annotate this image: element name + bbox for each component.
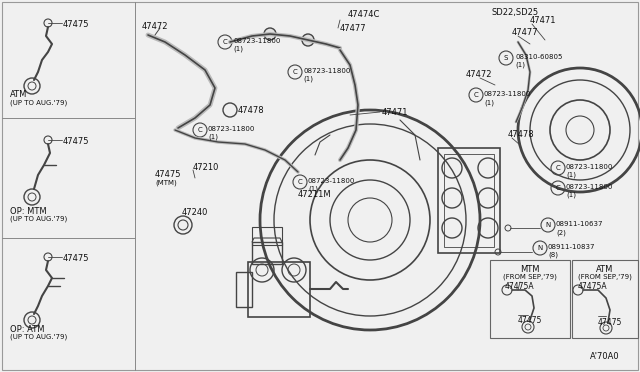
Circle shape: [264, 28, 276, 40]
Text: 08911-10637: 08911-10637: [556, 221, 604, 227]
Text: N: N: [538, 245, 543, 251]
Text: N: N: [545, 222, 550, 228]
Text: C: C: [556, 185, 561, 191]
Text: (UP TO AUG.'79): (UP TO AUG.'79): [10, 99, 67, 106]
Bar: [252, 242, 282, 264]
Text: 47474C: 47474C: [348, 10, 380, 19]
Circle shape: [302, 34, 314, 46]
Bar: [444, 154, 494, 247]
Text: 47475: 47475: [63, 20, 90, 29]
Text: C: C: [292, 69, 298, 75]
Text: 08723-11800: 08723-11800: [308, 178, 355, 184]
Text: C: C: [556, 165, 561, 171]
Text: C: C: [223, 39, 227, 45]
Text: MTM: MTM: [520, 265, 540, 274]
Text: 47477: 47477: [512, 28, 539, 37]
Text: 08723-11800: 08723-11800: [303, 68, 350, 74]
Text: (1): (1): [566, 172, 576, 179]
Text: (UP TO AUG.'79): (UP TO AUG.'79): [10, 334, 67, 340]
Text: 47210: 47210: [193, 163, 220, 172]
Bar: [490, 260, 570, 338]
Text: S: S: [504, 55, 508, 61]
Text: 47475A: 47475A: [578, 282, 607, 291]
Text: C: C: [198, 127, 202, 133]
Bar: [252, 227, 282, 245]
Text: 47475A: 47475A: [505, 282, 534, 291]
Bar: [438, 148, 500, 253]
Text: 47471: 47471: [382, 108, 408, 117]
Bar: [248, 262, 310, 317]
Text: 47471: 47471: [530, 16, 557, 25]
Text: (FROM SEP,'79): (FROM SEP,'79): [578, 274, 632, 280]
Text: ATM: ATM: [10, 90, 28, 99]
Text: 47472: 47472: [466, 70, 493, 79]
Text: (1): (1): [566, 192, 576, 199]
Text: C: C: [474, 92, 478, 98]
Bar: [572, 260, 638, 338]
Text: 08723-11800: 08723-11800: [233, 38, 280, 44]
Text: OP: MTM: OP: MTM: [10, 207, 47, 216]
Text: 47475: 47475: [598, 318, 622, 327]
Text: 47475: 47475: [155, 170, 182, 179]
Text: (FROM SEP,'79): (FROM SEP,'79): [503, 274, 557, 280]
Text: (8): (8): [548, 252, 558, 259]
Text: SD22,SD25: SD22,SD25: [492, 8, 539, 17]
Text: 08911-10837: 08911-10837: [548, 244, 595, 250]
Text: 47478: 47478: [238, 106, 264, 115]
Text: 08723-11800: 08723-11800: [484, 91, 531, 97]
Text: C: C: [298, 179, 302, 185]
Text: (UP TO AUG.'79): (UP TO AUG.'79): [10, 216, 67, 222]
Text: 47475: 47475: [63, 254, 90, 263]
Text: OP: ATM: OP: ATM: [10, 325, 45, 334]
Text: (1): (1): [303, 76, 313, 83]
Text: (1): (1): [484, 99, 494, 106]
Text: 47472: 47472: [142, 22, 168, 31]
Text: (2): (2): [556, 229, 566, 235]
Text: 47240: 47240: [182, 208, 209, 217]
Text: 08723-11800: 08723-11800: [566, 164, 613, 170]
Text: (1): (1): [308, 186, 318, 192]
Text: (1): (1): [208, 134, 218, 141]
Text: A'70A0: A'70A0: [590, 352, 620, 361]
Text: 47475: 47475: [63, 137, 90, 146]
Text: 47477: 47477: [340, 24, 367, 33]
Text: 08723-11800: 08723-11800: [208, 126, 255, 132]
Text: 47478: 47478: [508, 130, 534, 139]
Text: (1): (1): [233, 46, 243, 52]
Text: (MTM): (MTM): [155, 180, 177, 186]
Text: ATM: ATM: [596, 265, 614, 274]
Text: 08310-60805: 08310-60805: [515, 54, 563, 60]
Text: 47475: 47475: [518, 316, 542, 325]
Text: 08723-11800: 08723-11800: [566, 184, 613, 190]
Bar: [236, 272, 252, 307]
Text: 47211M: 47211M: [298, 190, 332, 199]
Text: (1): (1): [515, 62, 525, 68]
